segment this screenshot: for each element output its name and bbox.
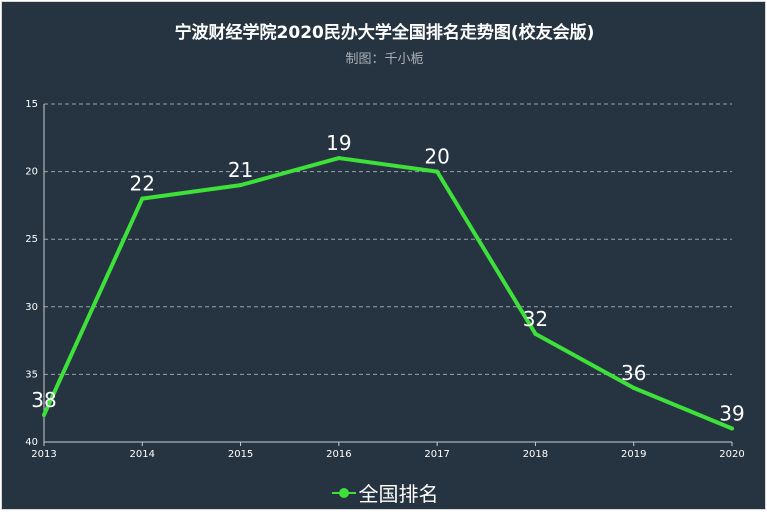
data-label: 19 [326, 131, 351, 155]
data-point [238, 183, 243, 188]
y-tick-label: 35 [25, 369, 38, 380]
legend-label: 全国排名 [358, 482, 439, 506]
x-tick-label: 2016 [326, 449, 351, 460]
x-tick-label: 2018 [523, 449, 548, 460]
x-tick-label: 2017 [424, 449, 449, 460]
legend-line-icon [331, 486, 357, 500]
chart-subtitle: 制图：千小栀 [345, 52, 424, 67]
data-label: 39 [719, 401, 744, 425]
x-tick-label: 2013 [31, 449, 56, 460]
data-point [533, 331, 538, 336]
x-tick-label: 2020 [719, 449, 744, 460]
x-tick-label: 2014 [130, 449, 155, 460]
y-tick-label: 40 [25, 437, 38, 448]
data-point [336, 156, 341, 161]
x-tick-label: 2019 [621, 449, 646, 460]
data-label: 32 [523, 307, 548, 331]
data-point [631, 385, 636, 390]
data-point [435, 169, 440, 174]
y-tick-label: 15 [25, 99, 38, 110]
x-tick-label: 2015 [228, 449, 253, 460]
data-point [730, 426, 734, 431]
data-point [42, 412, 46, 417]
y-tick-label: 20 [25, 167, 38, 178]
data-label: 22 [130, 172, 155, 196]
data-label: 38 [31, 388, 56, 412]
legend[interactable]: 全国排名 [2, 478, 767, 507]
data-point [140, 196, 145, 201]
y-tick-label: 30 [25, 302, 38, 313]
data-label: 36 [621, 361, 646, 385]
chart-title: 宁波财经学院2020民办大学全国排名走势图(校友会版) [174, 23, 595, 43]
y-tick-label: 25 [25, 234, 38, 245]
data-label: 20 [424, 145, 449, 169]
data-label: 21 [228, 158, 253, 182]
series-line [42, 156, 734, 431]
